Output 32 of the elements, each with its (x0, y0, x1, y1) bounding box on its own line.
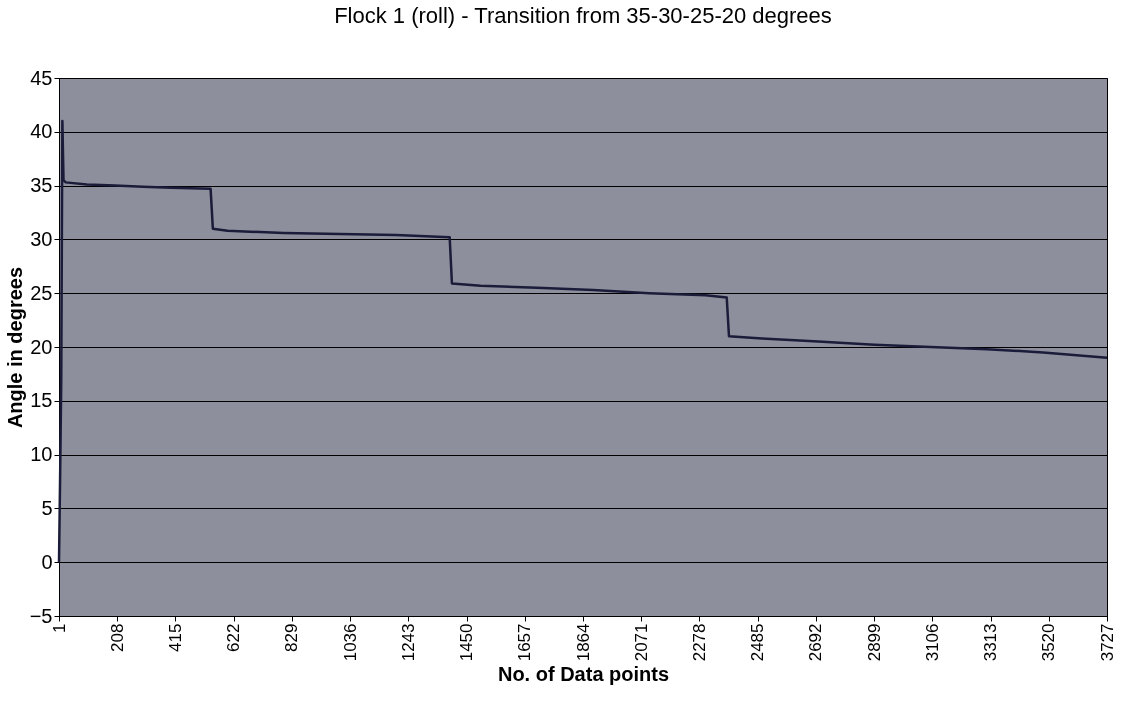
x-tick-label: 3106 (922, 623, 942, 662)
x-tick-label: 1657 (515, 623, 535, 662)
y-tick-label: 20 (30, 335, 53, 358)
y-tick-label: 30 (30, 227, 53, 250)
x-tick-label: 415 (165, 623, 185, 652)
x-tick-label: 2899 (864, 623, 884, 662)
x-tick-label: 1243 (398, 623, 418, 662)
line-series (57, 119, 1109, 564)
x-tick-label: 2278 (689, 623, 709, 662)
y-tick-label: 15 (30, 389, 53, 412)
x-axis-title: No. of Data points (497, 663, 670, 686)
x-tick-label: 829 (282, 623, 302, 652)
x-tick-label: 3313 (981, 623, 1001, 662)
x-tick-label: 2692 (806, 623, 826, 662)
y-tick-label: 40 (30, 120, 53, 143)
y-tick-label: 0 (41, 550, 53, 573)
y-axis-title: Angle in degrees (3, 266, 26, 429)
y-tick-label: 25 (30, 281, 53, 304)
x-tick-label: 2485 (748, 623, 768, 662)
x-tick-label: 3727 (1097, 623, 1117, 662)
y-tick-label: 10 (30, 443, 53, 466)
chart-title: Flock 1 (roll) - Transition from 35-30-25-20 degrees (334, 3, 832, 28)
y-tick-label: 35 (30, 174, 53, 197)
x-tick-label: 2071 (631, 623, 651, 662)
y-tick-label: 5 (41, 496, 53, 519)
x-tick-label: 1450 (457, 623, 477, 662)
x-tick-label: 1864 (573, 623, 593, 662)
x-tick-label: 208 (107, 623, 127, 652)
x-tick-label: 1036 (340, 623, 360, 662)
x-tick-label: 3520 (1039, 623, 1059, 662)
y-tick-label: 45 (30, 66, 53, 89)
x-tick-label: 622 (224, 623, 244, 652)
